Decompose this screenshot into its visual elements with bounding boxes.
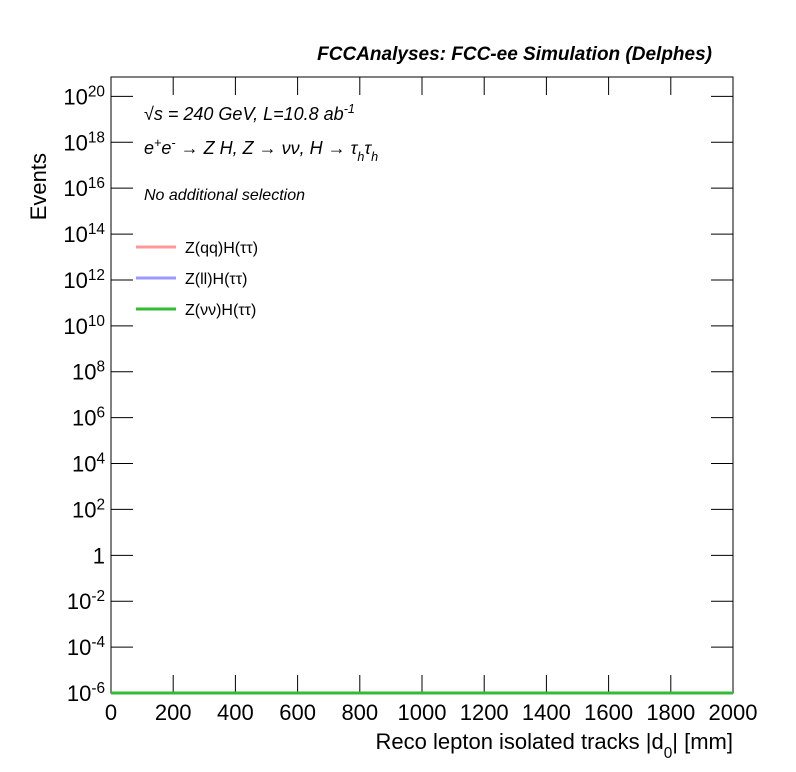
y-tick-label: 108 [72, 358, 105, 385]
y-tick-label: 10-2 [67, 588, 105, 615]
x-axis-title: Reco lepton isolated tracks |d0| [mm] [376, 729, 733, 762]
y-tick-label: 1010 [63, 312, 105, 339]
x-tick-label: 400 [217, 700, 254, 725]
x-tick-label: 800 [341, 700, 378, 725]
y-tick-label: 106 [72, 404, 105, 431]
x-tick-label: 600 [279, 700, 316, 725]
x-tick-label: 1000 [398, 700, 447, 725]
x-tick-label: 200 [155, 700, 192, 725]
x-tick-label: 2000 [709, 700, 758, 725]
annotation: √s = 240 GeV, L=10.8 ab-1 [144, 102, 355, 124]
y-tick-label: 1018 [63, 129, 105, 156]
y-tick-label: 102 [72, 496, 105, 523]
y-tick-label: 104 [72, 450, 105, 477]
y-tick-label: 1020 [63, 83, 105, 110]
y-tick-label: 1012 [63, 266, 105, 293]
x-tick-label: 1800 [646, 700, 695, 725]
annotation: e+e- → Z H, Z → νν, H → τhτh [144, 136, 378, 164]
chart-title: FCCAnalyses: FCC-ee Simulation (Delphes) [317, 44, 712, 65]
y-tick-label: 10-6 [67, 680, 105, 707]
legend-label: Z(νν)H(ττ) [185, 302, 256, 319]
x-tick-label: 1200 [460, 700, 509, 725]
y-tick-label: 1014 [63, 221, 105, 248]
x-tick-label: 1400 [522, 700, 571, 725]
y-axis-title: Events [26, 153, 51, 220]
x-tick-label: 1600 [584, 700, 633, 725]
x-tick-label: 0 [105, 700, 117, 725]
legend-label: Z(qq)H(ττ) [185, 240, 258, 257]
annotation: No additional selection [144, 187, 305, 204]
y-tick-label: 1 [93, 543, 105, 568]
y-tick-label: 1016 [63, 175, 105, 202]
y-tick-label: 10-4 [67, 634, 106, 661]
legend-label: Z(ll)H(ττ) [185, 271, 247, 288]
